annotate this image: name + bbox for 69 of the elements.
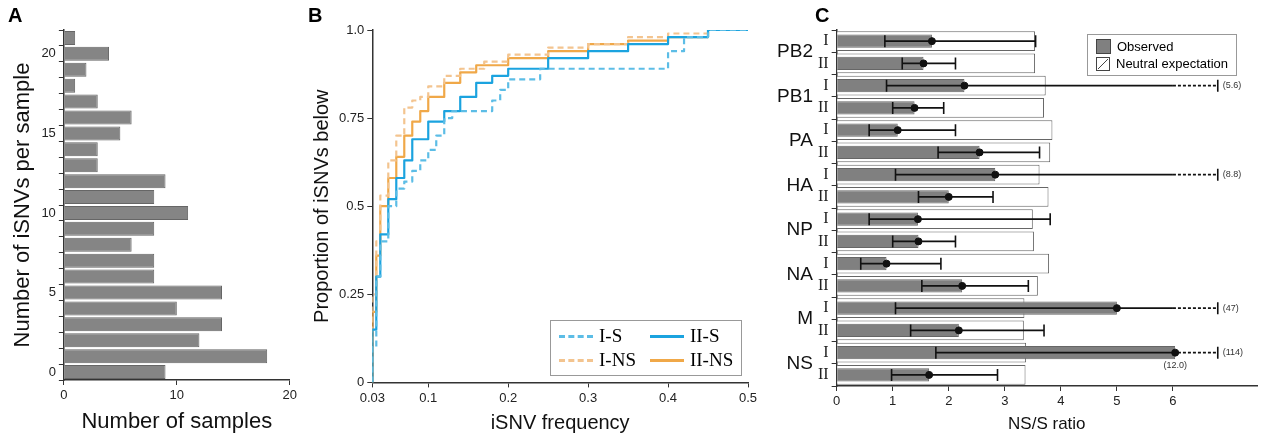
y-tick-label: 0.75 [338, 109, 365, 125]
annotation: (8.8) [1222, 169, 1242, 180]
x-axis-title: iSNV frequency [490, 410, 630, 433]
legend-label: Observed [1117, 39, 1174, 54]
x-tick-label: 5 [1113, 393, 1121, 409]
text: NA [786, 262, 814, 284]
y-tick-label: II [818, 98, 829, 116]
x-tick-label: 0.2 [499, 389, 518, 405]
y-axis-title: Proportion of iSNVs below [309, 88, 332, 323]
x-tick-label: 4 [1057, 393, 1065, 409]
chart-title: B [308, 3, 323, 26]
y-tick-label: 0 [357, 373, 365, 389]
legend-label: II-NS [689, 349, 734, 372]
y-tick-label: I [823, 209, 829, 227]
x-axis-title: NS/S ratio [1008, 414, 1086, 434]
chart-title: A [8, 3, 23, 26]
text: NS [786, 351, 813, 373]
x-tick-label: 6 [1169, 393, 1177, 409]
y-tick-label: 0.25 [338, 285, 365, 301]
y-tick-label: I [823, 253, 829, 271]
text: PB1 [777, 84, 813, 106]
y-tick-label: I [823, 342, 829, 360]
legend-label: I-S [599, 325, 623, 348]
y-tick-label: 15 [41, 124, 56, 140]
y-tick-label: 5 [48, 284, 56, 300]
text: PB2 [777, 40, 813, 62]
y-tick-label: I [823, 120, 829, 138]
x-axis-title: Number of samples [81, 407, 273, 433]
y-tick-label: 10 [41, 204, 56, 220]
x-tick-label: 0.4 [659, 389, 678, 405]
y-tick-label: 1.0 [346, 21, 365, 37]
x-tick-label: 1 [889, 393, 897, 409]
y-tick-label: II [818, 320, 829, 338]
y-tick-label: I [823, 164, 829, 182]
x-tick-label: 0.5 [738, 389, 758, 405]
y-tick-label: 20 [41, 45, 56, 61]
x-tick-label: 10 [169, 387, 185, 403]
x-tick-label: 20 [282, 387, 297, 403]
x-tick-label: 0.3 [579, 389, 598, 405]
y-tick-label: II [818, 365, 829, 383]
y-tick-label: I [823, 298, 829, 316]
text: NP [786, 218, 813, 240]
y-tick-label: II [818, 276, 829, 294]
y-tick-label: II [818, 142, 829, 160]
legend-label: II-S [689, 325, 720, 348]
annotation: (12.0) [1163, 360, 1187, 371]
x-tick-label: 0 [60, 387, 68, 403]
x-tick-label: 0 [833, 393, 841, 409]
y-tick-label: I [823, 75, 829, 93]
x-tick-label: 2 [945, 393, 953, 409]
text: HA [786, 173, 814, 195]
text: Neutral expectation [1116, 56, 1229, 71]
annotation: (47) [1222, 302, 1239, 313]
y-tick-label: II [818, 231, 829, 249]
y-tick-label: 0.5 [346, 197, 365, 213]
text: M [797, 307, 813, 329]
chart-title: C [815, 3, 830, 26]
y-axis-title: Number of iSNVs per sample [9, 62, 35, 348]
y-tick-label: II [818, 187, 829, 205]
y-tick-label: I [823, 31, 829, 49]
text: PA [789, 129, 814, 151]
annotation: (114) [1222, 347, 1244, 358]
x-tick-label: 0.03 [359, 389, 385, 405]
annotation: (5.6) [1222, 80, 1242, 91]
x-tick-label: 0.1 [419, 389, 438, 405]
y-tick-label: II [818, 53, 829, 71]
legend-label: I-NS [599, 349, 636, 372]
x-tick-label: 3 [1001, 393, 1009, 409]
y-tick-label: 0 [48, 363, 56, 379]
